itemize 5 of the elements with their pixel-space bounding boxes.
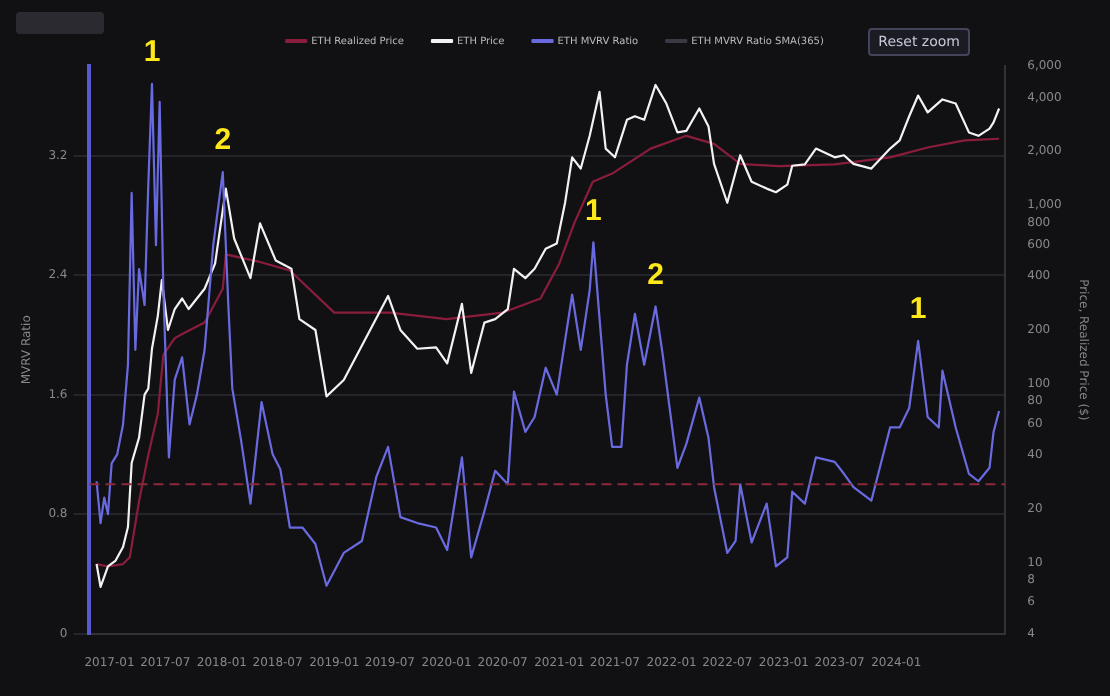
annotation: 2: [647, 257, 664, 292]
annotation: 1: [909, 292, 927, 327]
annotation: 1: [585, 193, 602, 228]
annotation: 1: [143, 35, 161, 70]
annotation: 2: [214, 123, 232, 158]
